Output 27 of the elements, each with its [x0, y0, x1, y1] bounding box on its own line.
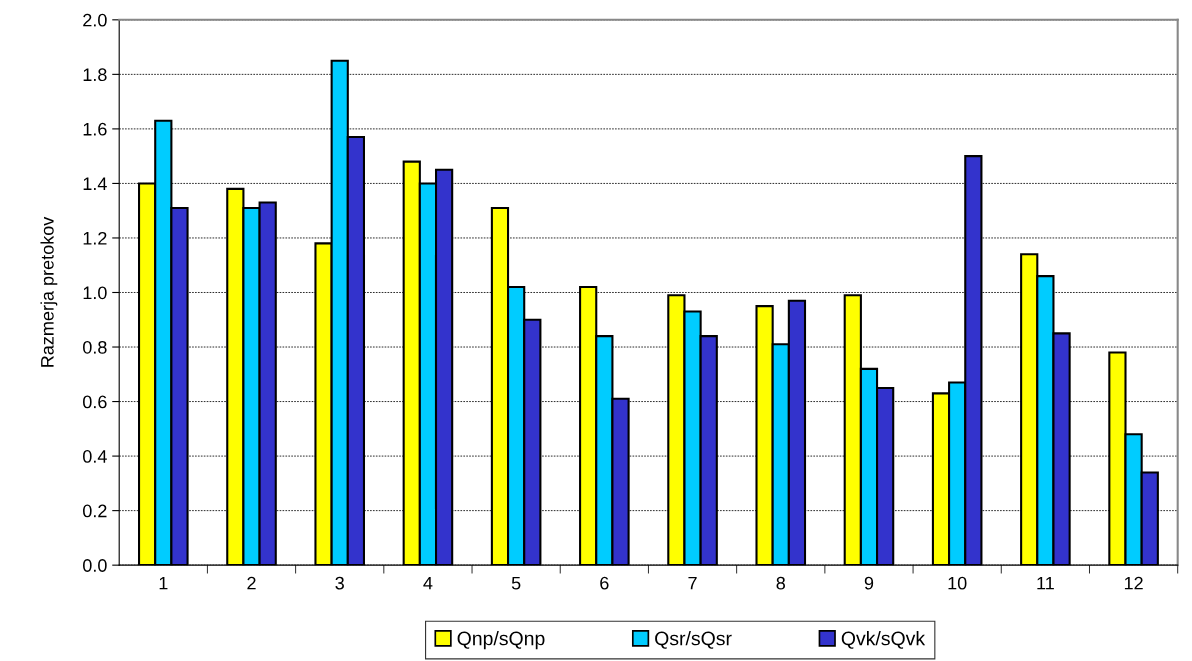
legend-label: Qvk/sQvk [841, 631, 926, 649]
y-tick-label: 1.4 [83, 177, 107, 190]
x-tick-label: 10 [948, 576, 967, 590]
x-tick-label: 4 [423, 576, 433, 590]
y-tick-label: 0.8 [83, 340, 107, 354]
y-tick-label: 1.8 [83, 68, 107, 82]
y-tick-label: 2.0 [83, 13, 107, 27]
x-tick-label: 12 [1124, 576, 1143, 590]
x-tick-label: 2 [247, 576, 256, 590]
y-tick-label: 1.2 [83, 231, 107, 245]
legend-label: Qsr/sQsr [655, 631, 732, 649]
x-tick-label: 3 [335, 576, 344, 590]
x-tick-label: 8 [776, 576, 785, 590]
y-tick-label: 1.0 [83, 286, 107, 300]
x-tick-label: 5 [511, 576, 521, 590]
x-tick-label: 7 [688, 576, 697, 590]
y-tick-label: 0.6 [83, 395, 107, 409]
x-tick-label: 6 [600, 576, 609, 590]
y-tick-label: 0.0 [83, 559, 107, 572]
legend-label: Qnp/sQnp [457, 631, 545, 650]
y-axis-title: Razmerja pretokov [40, 216, 58, 367]
x-tick-label: 11 [1037, 576, 1054, 590]
x-tick-label: 1 [159, 576, 168, 590]
y-tick-label: 0.2 [83, 504, 107, 518]
y-tick-label: 1.6 [83, 122, 107, 136]
x-tick-label: 9 [864, 576, 874, 590]
y-tick-label: 0.4 [83, 450, 107, 463]
